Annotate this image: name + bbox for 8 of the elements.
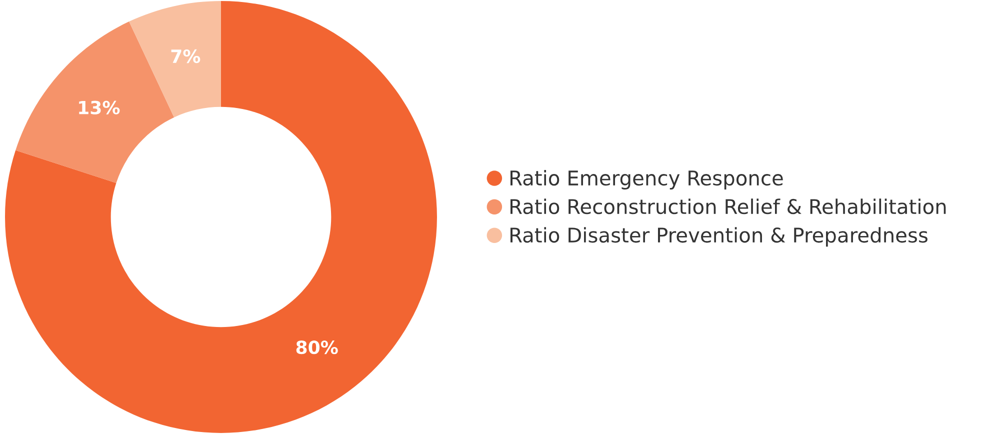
data-label: 80%	[296, 340, 338, 354]
donut-slice	[129, 1, 221, 118]
legend-label: Ratio Reconstruction Relief & Rehabilitation	[510, 198, 946, 214]
legend-label: Ratio Disaster Prevention & Preparedness	[510, 227, 928, 247]
data-label: 7%	[171, 49, 200, 64]
data-label: 13%	[79, 100, 120, 114]
legend-label: Ratio Emergency Responce	[510, 170, 783, 190]
donut-slice	[5, 1, 437, 433]
